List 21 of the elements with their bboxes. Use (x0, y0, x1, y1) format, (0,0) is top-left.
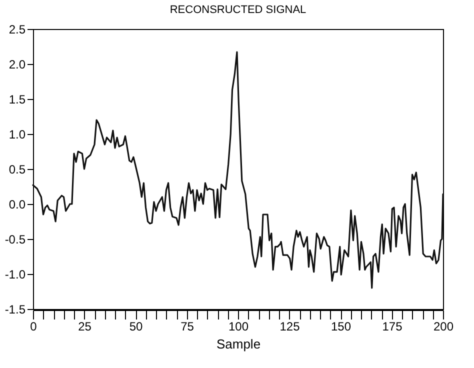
x-tick-label: 175 (382, 320, 403, 334)
y-tick-label: 1.0 (8, 128, 26, 142)
x-tick-label: 125 (280, 320, 300, 334)
x-tick-label: 150 (330, 320, 352, 334)
x-tick-label: 0 (30, 320, 38, 334)
x-tick-label: 200 (433, 320, 454, 334)
y-tick-label: 1.5 (8, 92, 26, 106)
x-tick-label: 50 (129, 320, 143, 334)
y-tick-label: -1.5 (4, 302, 26, 316)
x-axis-title: Sample (216, 336, 261, 352)
line-series (32, 51, 444, 289)
y-tick-label: 2.5 (8, 22, 26, 36)
x-tick-label: 75 (180, 320, 194, 334)
y-tick-label: -1.0 (4, 268, 26, 282)
y-tick-label: 0.5 (8, 162, 26, 176)
x-tick-label: 100 (228, 320, 249, 334)
y-tick-label: 0.0 (8, 198, 26, 212)
chart-title: RECONSRUCTED SIGNAL (170, 4, 306, 16)
y-tick-label: -0.5 (4, 232, 26, 246)
x-tick-label: 25 (78, 320, 92, 334)
y-tick-label: 2.0 (8, 58, 26, 72)
